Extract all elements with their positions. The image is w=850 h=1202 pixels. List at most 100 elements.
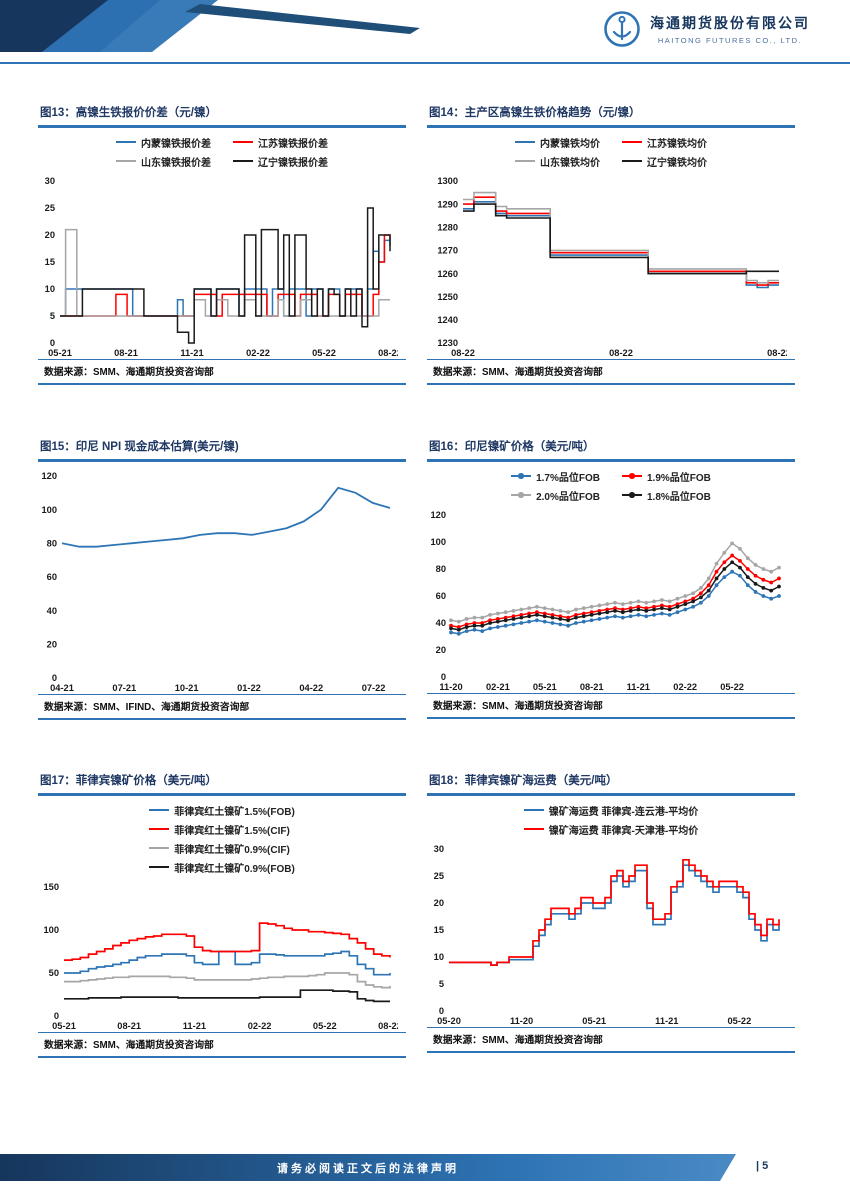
series-line: [463, 202, 779, 274]
series-marker: [464, 624, 469, 629]
legend-line-swatch: [116, 159, 136, 163]
series-line: [64, 971, 391, 988]
svg-text:20: 20: [45, 230, 55, 240]
series-marker: [613, 608, 617, 613]
series-marker: [691, 604, 695, 609]
series-marker: [730, 559, 735, 564]
legend-label: 内蒙镍铁报价差: [141, 138, 211, 150]
series-marker: [449, 617, 453, 622]
title-rule: [427, 459, 795, 462]
series-marker: [535, 617, 539, 622]
series-marker: [480, 615, 485, 619]
series-line: [60, 233, 391, 317]
series-marker: [667, 599, 672, 603]
series-marker: [722, 559, 727, 564]
chart-plot: 0 5 10 15 20 25 30 05-20 11-20 05-21 11-21 05-22: [427, 842, 795, 1027]
series-marker: [449, 623, 453, 628]
svg-text:50: 50: [49, 968, 59, 978]
series-marker: [745, 555, 750, 560]
series-marker: [464, 628, 469, 633]
svg-text:02-22: 02-22: [673, 682, 697, 692]
series-marker: [456, 631, 461, 636]
series-marker: [519, 615, 524, 619]
company-logo: 海通期货股份有限公司 HAITONG FUTURES CO., LTD.: [602, 9, 810, 49]
chart-canvas: 0 20 40 60 80 100 120 04-21 07-21 10-21 01-22 04-22…: [41, 471, 391, 693]
series-marker: [699, 590, 703, 595]
header-deco-streak: [185, 4, 420, 34]
footer-disclaimer: 请务必阅读正文后的法律声明: [277, 1162, 459, 1175]
chart-legend: 1.7%品位FOB 1.9%品位FOB 2.0%品位FOB 1.8%品位FOB: [427, 469, 795, 503]
svg-text:20: 20: [47, 639, 57, 649]
series-marker: [636, 599, 641, 603]
legend-item: 菲律宾红土镍矿0.9%(FOB): [149, 860, 295, 875]
series-marker: [488, 617, 492, 622]
source-rule-top: [38, 358, 406, 361]
legend-label: 江苏镍铁报价差: [258, 138, 328, 150]
svg-text:20: 20: [436, 645, 446, 655]
svg-text:04-22: 04-22: [299, 683, 323, 693]
svg-text:100: 100: [430, 537, 446, 547]
series-marker: [488, 620, 492, 625]
chart-canvas: 0 5 10 15 20 25 30 05-21 08-21 11-21 02-22 05-22 08-…: [45, 176, 402, 358]
svg-text:10: 10: [434, 952, 444, 962]
series-marker: [597, 603, 602, 607]
series-marker: [769, 596, 774, 601]
svg-text:25: 25: [45, 203, 55, 213]
footer-band: 请务必阅读正文后的法律声明: [0, 1154, 736, 1181]
svg-text:08-21: 08-21: [114, 348, 138, 358]
svg-text:0: 0: [441, 672, 446, 682]
series-marker: [605, 615, 610, 619]
chart-legend: 菲律宾红土镍矿1.5%(FOB) 菲律宾红土镍矿1.5%(CIF) 菲律宾红土镍矿0…: [38, 803, 406, 875]
series-marker: [581, 619, 586, 624]
series-marker: [683, 599, 688, 603]
title-rule: [38, 459, 406, 462]
series-marker: [597, 611, 602, 615]
chart-source: 数据来源：SMM、海通期货投资咨询部: [433, 367, 603, 379]
legend-label: 1.7%品位FOB: [536, 472, 600, 484]
svg-text:20: 20: [434, 898, 444, 908]
svg-text:80: 80: [436, 564, 446, 574]
series-marker: [511, 616, 516, 621]
svg-text:120: 120: [41, 471, 57, 481]
legend-item: 菲律宾红土镍矿1.5%(CIF): [149, 822, 295, 837]
svg-text:11-21: 11-21: [655, 1016, 678, 1026]
svg-text:08-22: 08-22: [378, 1021, 398, 1031]
svg-text:01-22: 01-22: [237, 683, 261, 693]
svg-text:5: 5: [50, 311, 55, 321]
series-line: [60, 206, 391, 344]
svg-text:11-21: 11-21: [180, 348, 203, 358]
legend-item: 江苏镍铁均价: [622, 135, 707, 150]
svg-text:07-22: 07-22: [362, 683, 386, 693]
series-marker: [620, 609, 625, 614]
svg-text:100: 100: [41, 504, 57, 514]
series-line: [64, 921, 391, 961]
series-marker: [761, 593, 766, 598]
series-marker: [761, 577, 766, 582]
legend-label: 江苏镍铁均价: [647, 138, 707, 150]
chart-title: 图17：菲律宾镍矿价格（美元/吨）: [40, 775, 217, 787]
series-marker: [652, 607, 656, 611]
legend-label: 菲律宾红土镍矿1.5%(CIF): [174, 825, 290, 837]
svg-text:40: 40: [47, 605, 57, 615]
series-marker: [691, 599, 695, 603]
chart-source: 数据来源：SMM、海通期货投资咨询部: [433, 1035, 603, 1047]
legend-item: 山东镍铁报价差: [116, 154, 211, 169]
series-marker: [714, 569, 719, 574]
series-marker: [566, 617, 571, 622]
legend-label: 菲律宾红土镍矿0.9%(CIF): [174, 844, 290, 856]
company-name-en: HAITONG FUTURES CO., LTD.: [657, 36, 803, 45]
svg-text:0: 0: [52, 673, 57, 683]
svg-text:1270: 1270: [437, 245, 458, 255]
legend-label: 辽宁镍铁均价: [647, 157, 707, 169]
chart-plot: 0 50 100 150 05-21 08-21 11-21 02-22 05-22 08-22: [38, 880, 406, 1032]
series-marker: [667, 612, 672, 617]
svg-text:11-20: 11-20: [439, 682, 462, 692]
page-number: | 5: [756, 1160, 769, 1172]
series-marker: [683, 601, 688, 606]
series-marker: [753, 581, 758, 586]
series-marker: [558, 613, 563, 618]
series-line: [64, 950, 391, 976]
chart-title: 图13：高镍生铁报价价差（元/镍）: [40, 107, 217, 119]
legend-item: 2.0%品位FOB: [511, 488, 600, 503]
chart-title: 图14：主产区高镍生铁价格趋势（元/镍）: [429, 107, 641, 119]
